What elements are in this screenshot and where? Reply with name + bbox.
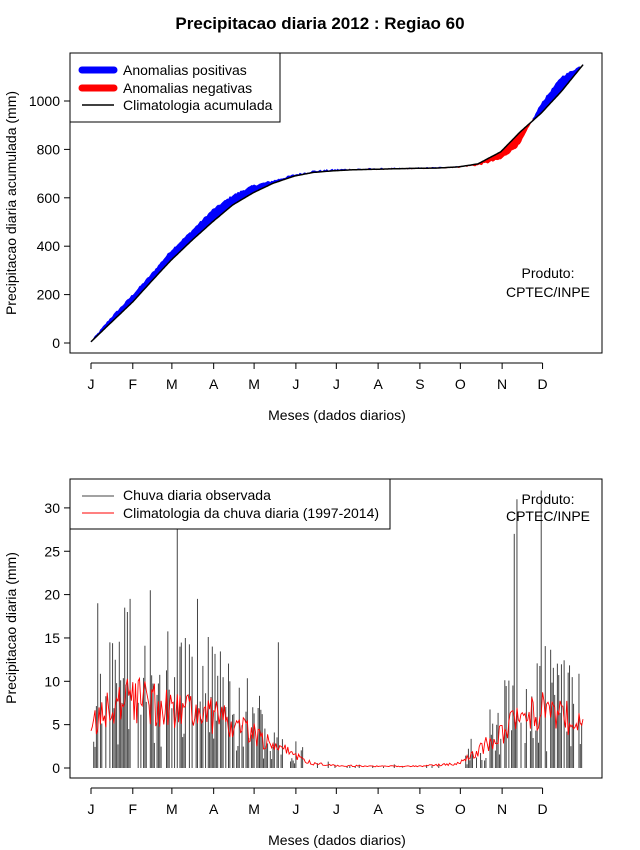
bottom-y-axis: 0 5 10 15 20 25 30	[44, 500, 71, 776]
y-tick-label: 0	[52, 760, 60, 776]
x-tick-label: D	[537, 376, 547, 392]
y-tick-label: 25	[44, 543, 60, 559]
x-tick-label: N	[497, 801, 507, 817]
bottom-legend: Chuva diaria observada Climatologia da c…	[69, 478, 391, 530]
top-y-axis: 0 200 400 600 800 1000	[29, 93, 71, 351]
legend-label-negative: Anomalias negativas	[123, 80, 252, 96]
daily-panel: 0 5 10 15 20 25 30 J F M A M J J A S O N D Precipitacao d…	[3, 478, 603, 848]
y-tick-label: 0	[52, 335, 60, 351]
x-tick-label: J	[333, 376, 340, 392]
chart-title: Precipitacao diaria 2012 : Regiao 60	[175, 14, 465, 33]
legend-label-positive: Anomalias positivas	[123, 62, 247, 78]
daily-bars	[93, 490, 583, 768]
produto-label-top: Produto:	[522, 265, 575, 281]
top-x-label: Meses (dados diarios)	[268, 407, 406, 423]
x-tick-label: J	[88, 801, 95, 817]
positive-anomaly-band	[93, 168, 349, 340]
bottom-x-label: Meses (dados diarios)	[268, 832, 406, 848]
x-tick-label: A	[373, 376, 383, 392]
y-tick-label: 5	[52, 717, 60, 733]
legend-label-climatology: Climatologia acumulada	[123, 97, 273, 113]
y-tick-label: 200	[37, 287, 61, 303]
x-tick-label: M	[248, 376, 260, 392]
x-tick-label: A	[209, 801, 219, 817]
x-tick-label: M	[166, 801, 178, 817]
x-tick-label: J	[333, 801, 340, 817]
y-tick-label: 10	[44, 673, 60, 689]
x-tick-label: F	[129, 801, 138, 817]
x-tick-label: O	[455, 801, 466, 817]
y-tick-label: 30	[44, 500, 60, 516]
top-y-label: Precipitacao diaria acumulada (mm)	[3, 91, 19, 315]
x-tick-label: A	[209, 376, 219, 392]
y-tick-label: 400	[37, 238, 61, 254]
x-tick-label: J	[88, 376, 95, 392]
x-tick-label: D	[537, 801, 547, 817]
negative-anomaly-band	[462, 118, 534, 168]
top-legend: Anomalias positivas Anomalias negativas …	[69, 52, 281, 123]
x-tick-label: F	[129, 376, 138, 392]
produto-source-bottom: CPTEC/INPE	[506, 508, 590, 524]
y-tick-label: 600	[37, 190, 61, 206]
legend-label-observed: Chuva diaria observada	[123, 487, 271, 503]
x-tick-label: J	[292, 801, 299, 817]
x-tick-label: M	[248, 801, 260, 817]
y-tick-label: 20	[44, 587, 60, 603]
x-tick-label: S	[415, 801, 424, 817]
x-tick-label: O	[455, 376, 466, 392]
x-tick-label: A	[373, 801, 383, 817]
y-tick-label: 15	[44, 630, 60, 646]
climatology-line	[90, 64, 584, 343]
x-tick-label: N	[497, 376, 507, 392]
x-tick-label: J	[292, 376, 299, 392]
bottom-legend-box	[69, 478, 391, 530]
x-tick-label: M	[166, 376, 178, 392]
accumulated-panel: 0 200 400 600 800 1000 J F M A M J J A S O N D Precipita…	[3, 52, 603, 423]
produto-source-top: CPTEC/INPE	[506, 284, 590, 300]
bottom-y-label: Precipitacao diaria (mm)	[3, 552, 19, 704]
daily-climatology-line	[90, 676, 584, 768]
y-tick-label: 1000	[29, 93, 60, 109]
x-tick-label: S	[415, 376, 424, 392]
y-tick-label: 800	[37, 141, 61, 157]
produto-label-bottom: Produto:	[522, 491, 575, 507]
legend-label-daily-climatology: Climatologia da chuva diaria (1997-2014)	[123, 505, 379, 521]
